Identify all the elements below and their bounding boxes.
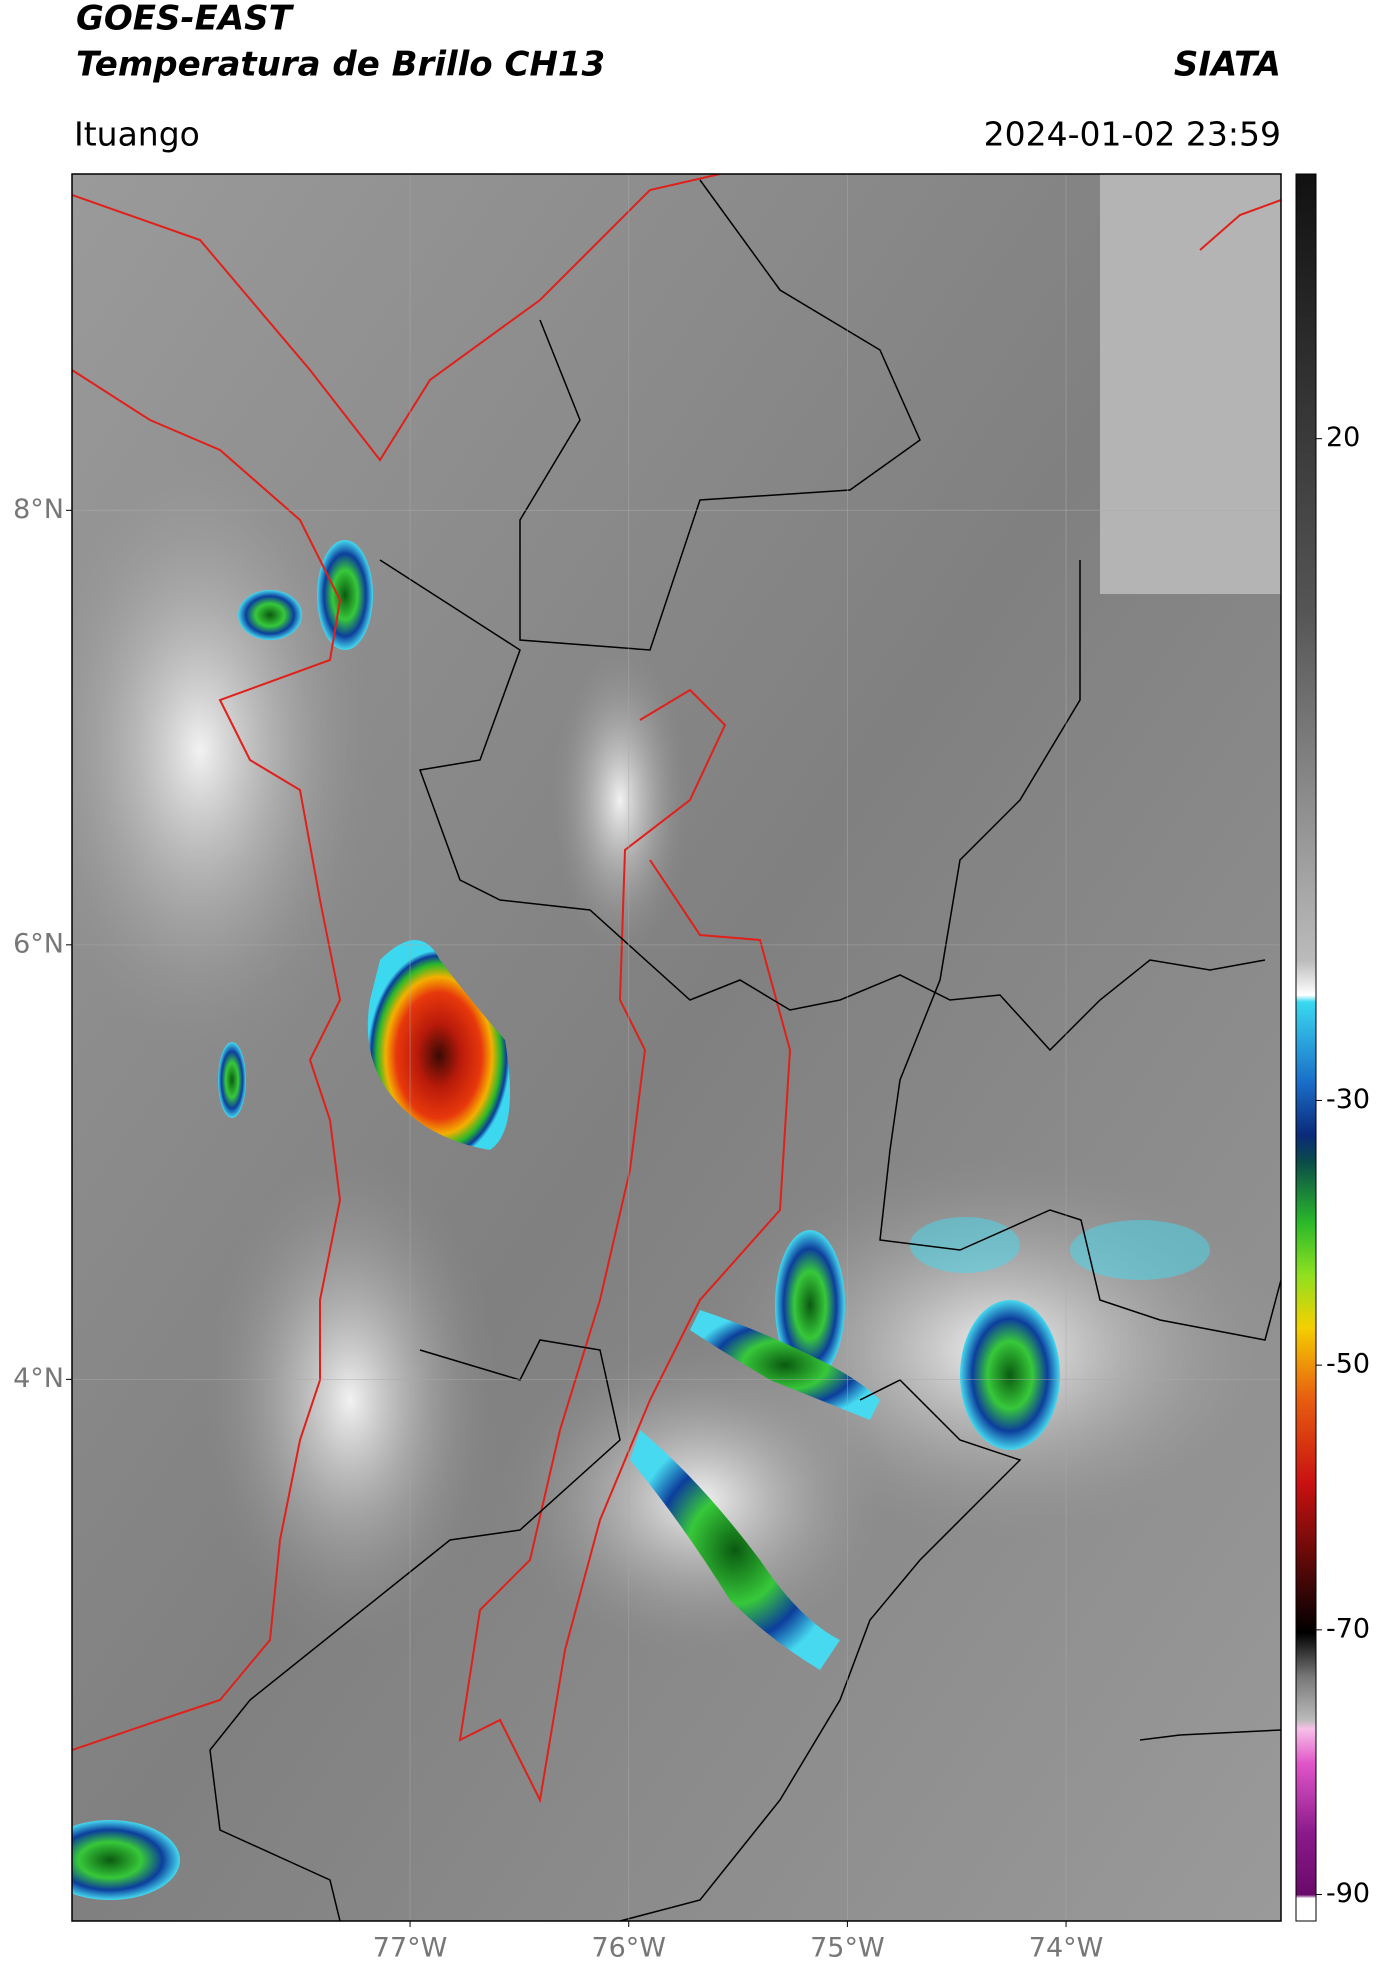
colorbar-tick-label: 20 — [1326, 422, 1360, 453]
storm-cell — [690, 1310, 880, 1420]
location: Ituango — [74, 115, 200, 154]
cloud-area — [72, 430, 380, 1070]
admin-border — [209, 1339, 621, 1921]
lon-tick-label: 75°W — [810, 1933, 885, 1964]
admin-border — [1139, 1729, 1281, 1741]
admin-border — [519, 179, 921, 651]
storm-cell — [367, 940, 510, 1150]
storm-cell — [960, 1300, 1060, 1450]
storm-cell — [238, 590, 302, 640]
cloud-area — [200, 1150, 500, 1650]
storm-cell — [317, 540, 373, 650]
storm-cell — [910, 1217, 1020, 1273]
cloud-area — [1100, 174, 1281, 594]
coastline — [72, 369, 342, 1751]
satellite-map — [72, 174, 1281, 1921]
colorbar-tick-label: -70 — [1326, 1613, 1370, 1644]
border — [1199, 199, 1281, 251]
storm-cell — [218, 1042, 246, 1118]
colorbar-tick-label: -50 — [1326, 1349, 1370, 1380]
colorbar — [1295, 173, 1317, 1922]
storm-cell — [1070, 1220, 1210, 1280]
border — [72, 174, 721, 462]
storm-cell — [72, 1820, 180, 1900]
lon-tick-label: 77°W — [373, 1933, 448, 1964]
datetime: 2024-01-02 23:59 — [984, 115, 1281, 154]
storm-cell — [630, 1430, 840, 1670]
lat-tick-label: 6°N — [13, 928, 64, 959]
admin-border — [379, 559, 1266, 1052]
colorbar-tick-label: -90 — [1326, 1878, 1370, 1909]
lon-tick-label: 74°W — [1029, 1933, 1104, 1964]
admin-border — [879, 560, 1281, 1341]
lat-tick-label: 8°N — [13, 494, 64, 525]
map-frame — [71, 173, 1282, 1922]
lat-tick-label: 4°N — [13, 1363, 64, 1394]
colorbar-tick-label: -30 — [1326, 1084, 1370, 1115]
region-border — [458, 688, 792, 1804]
subtitle: Temperatura de Brillo CH13 — [76, 45, 605, 85]
storm-cell — [775, 1230, 845, 1380]
admin-border — [619, 1379, 1022, 1921]
title: GOES-EAST — [76, 0, 295, 39]
source: SIATA — [1174, 45, 1281, 85]
lon-tick-label: 76°W — [591, 1933, 666, 1964]
cloud-area — [550, 640, 690, 960]
